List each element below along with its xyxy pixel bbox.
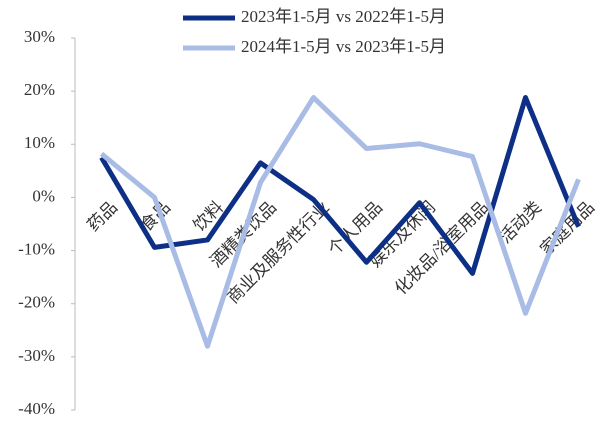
legend-label: 2024年1-5月 vs 2023年1-5月 bbox=[241, 37, 446, 56]
x-tick-label: 药品 bbox=[84, 198, 121, 235]
y-tick-label: 30% bbox=[24, 27, 55, 46]
y-tick-label: 0% bbox=[32, 186, 55, 205]
y-tick-label: 20% bbox=[24, 80, 55, 99]
y-tick-label: -40% bbox=[18, 399, 55, 418]
y-tick-label: -30% bbox=[18, 346, 55, 365]
y-tick-label: -20% bbox=[18, 293, 55, 312]
x-tick-label: 化妆品/浴室用品 bbox=[391, 198, 492, 299]
series-line bbox=[99, 95, 581, 276]
series-line bbox=[99, 95, 581, 349]
y-tick-label: 10% bbox=[24, 133, 55, 152]
legend-label: 2023年1-5月 vs 2022年1-5月 bbox=[241, 7, 446, 26]
y-tick-label: -10% bbox=[18, 239, 55, 258]
